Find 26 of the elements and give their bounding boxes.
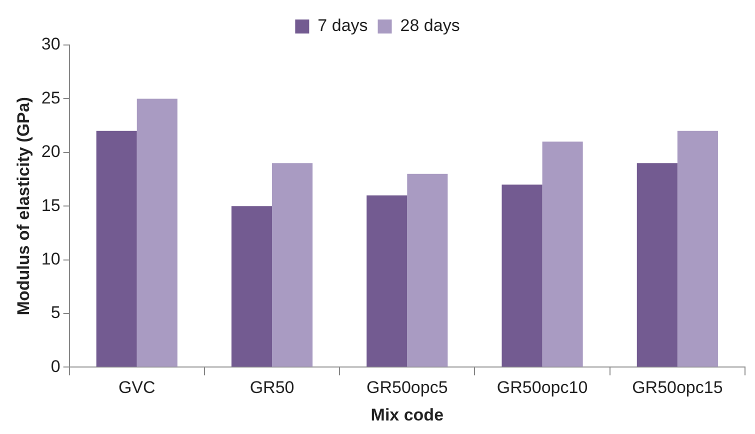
- x-axis-title: Mix code: [370, 405, 444, 424]
- bar: [272, 163, 313, 367]
- y-tick-label: 30: [41, 34, 60, 54]
- y-tick-label: 20: [41, 142, 60, 162]
- y-axis-title: Modulus of elasticity (GPa): [14, 97, 33, 316]
- y-tick-label: 25: [41, 88, 60, 108]
- x-tick-label: GR50opc5: [366, 378, 448, 398]
- bar: [231, 206, 272, 367]
- y-tick-label: 10: [41, 249, 60, 268]
- bar: [542, 142, 583, 367]
- x-tick-label: GR50opc10: [496, 378, 588, 398]
- x-tick-label: GR50: [250, 378, 294, 398]
- bar: [636, 163, 678, 367]
- y-tick-label: 0: [50, 356, 60, 376]
- x-tick-label: GR50opc15: [632, 378, 723, 398]
- legend-label: 28 days: [400, 16, 460, 36]
- x-tick-label: GVC: [118, 378, 156, 398]
- bar: [96, 130, 137, 367]
- bar: [407, 174, 448, 367]
- bar: [677, 130, 718, 367]
- bar: [136, 98, 178, 367]
- bar: [502, 184, 542, 367]
- legend-label: 7 days: [318, 16, 368, 36]
- bar: [366, 195, 408, 367]
- y-tick-label: 15: [41, 196, 60, 215]
- y-tick-label: 5: [50, 303, 60, 322]
